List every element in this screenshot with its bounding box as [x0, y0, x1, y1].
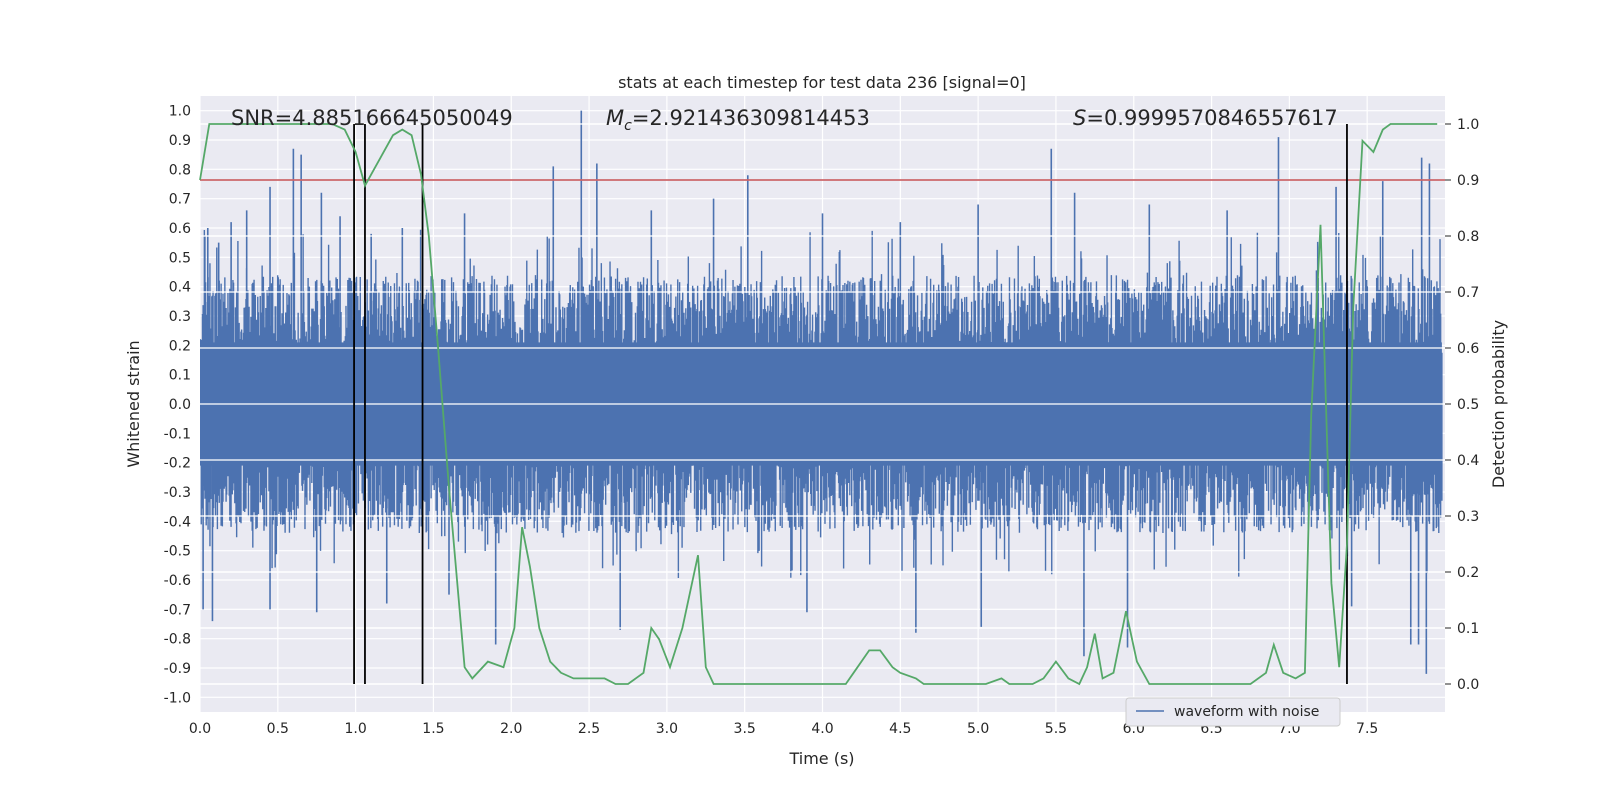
legend-box	[1125, 697, 1341, 727]
x-tick-label: 7.5	[1356, 721, 1378, 737]
x-tick-label: 1.0	[344, 721, 366, 737]
detection-probability-line	[199, 123, 1438, 686]
y-tick-label: 0.2	[169, 338, 191, 354]
y-axis-label: Whitened strain	[124, 340, 143, 467]
y2-tick-label: 0.5	[1457, 397, 1479, 413]
y2-tick-label: 0.6	[1457, 341, 1479, 357]
x-tick-labels: 0.0 0.5 1.0 1.5 2.0 2.5 3.0 3.5 4.0 4.5 5.0 5.5 6.0 6…	[189, 721, 1378, 737]
s-symbol: S	[1073, 106, 1086, 130]
y-tick-label: 0.6	[169, 221, 191, 237]
x-tick-label: 5.5	[1045, 721, 1067, 737]
chart-title: stats at each timestep for test data 236…	[618, 73, 1026, 92]
overlay-layer	[199, 123, 1445, 686]
x-axis-label: Time (s)	[788, 749, 854, 768]
y2-axis-label: Detection probability	[1489, 320, 1508, 488]
y2-tick-label: 0.8	[1457, 229, 1479, 245]
y-tick-label: 0.5	[169, 250, 191, 266]
y-tick-label: -0.7	[164, 602, 191, 618]
y2-tick-label: 0.0	[1457, 677, 1479, 693]
snr-annotation: SNR=4.885166645050049	[231, 106, 513, 130]
x-tick-label: 4.5	[889, 721, 911, 737]
y-tick-label: 0.7	[169, 192, 191, 208]
y-tick-label: 0.9	[169, 133, 191, 149]
y-tick-label: -0.9	[164, 661, 191, 677]
y-tick-label: -0.1	[164, 426, 191, 442]
y-tick-label: -0.5	[164, 544, 191, 560]
y-tick-label: 0.0	[169, 397, 191, 413]
mc-symbol: M	[606, 106, 624, 130]
y-tick-label: 0.4	[169, 280, 191, 296]
y2-tick-label: 0.1	[1457, 621, 1479, 637]
y-tick-label: -0.6	[164, 573, 191, 589]
y2-tick-label: 0.3	[1457, 509, 1479, 525]
y-tick-label: -0.2	[164, 456, 191, 472]
chirp-mass-annotation: Mc=2.921436309814453	[606, 106, 870, 134]
x-tick-label: 2.0	[500, 721, 522, 737]
x-tick-label: 0.0	[189, 721, 211, 737]
y-tick-label: -0.3	[164, 485, 191, 501]
y2-tick-label: 1.0	[1457, 117, 1479, 133]
x-tick-label: 3.5	[734, 721, 756, 737]
y-tick-label: 0.8	[169, 162, 191, 178]
x-tick-label: 4.0	[811, 721, 833, 737]
y2-tick-label: 0.2	[1457, 565, 1479, 581]
legend: waveform with noise	[1125, 697, 1341, 727]
x-tick-label: 0.5	[267, 721, 289, 737]
x-tick-label: 2.5	[578, 721, 600, 737]
waveform-layer	[200, 110, 1445, 685]
y-tick-label: 1.0	[169, 104, 191, 120]
y-tick-label: -1.0	[164, 690, 191, 706]
s-value: =0.9999570846557617	[1086, 106, 1337, 130]
y-tick-label: 0.1	[169, 368, 191, 384]
y-tick-label: -0.4	[164, 514, 191, 530]
legend-label-waveform: waveform with noise	[1174, 704, 1319, 720]
mc-subscript: c	[624, 118, 632, 134]
mc-value: =2.921436309814453	[632, 106, 870, 130]
y2-tick-label: 0.4	[1457, 453, 1479, 469]
y2-tick-label: 0.9	[1457, 173, 1479, 189]
x-tick-label: 5.0	[967, 721, 989, 737]
y-tick-labels: 1.0 0.9 0.8 0.7 0.6 0.5 0.4 0.3 0.2 0.1 0.0 -0.1 -0.…	[164, 104, 191, 707]
y2-tick-label: 0.7	[1457, 285, 1479, 301]
y2-tick-labels: 1.0 0.9 0.8 0.7 0.6 0.5 0.4 0.3 0.2 0.1 0.0	[1445, 117, 1479, 693]
x-tick-label: 1.5	[422, 721, 444, 737]
x-tick-label: 3.0	[656, 721, 678, 737]
significance-annotation: S=0.9999570846557617	[1073, 106, 1338, 130]
y-tick-label: 0.3	[169, 309, 191, 325]
y-tick-label: -0.8	[164, 632, 191, 648]
